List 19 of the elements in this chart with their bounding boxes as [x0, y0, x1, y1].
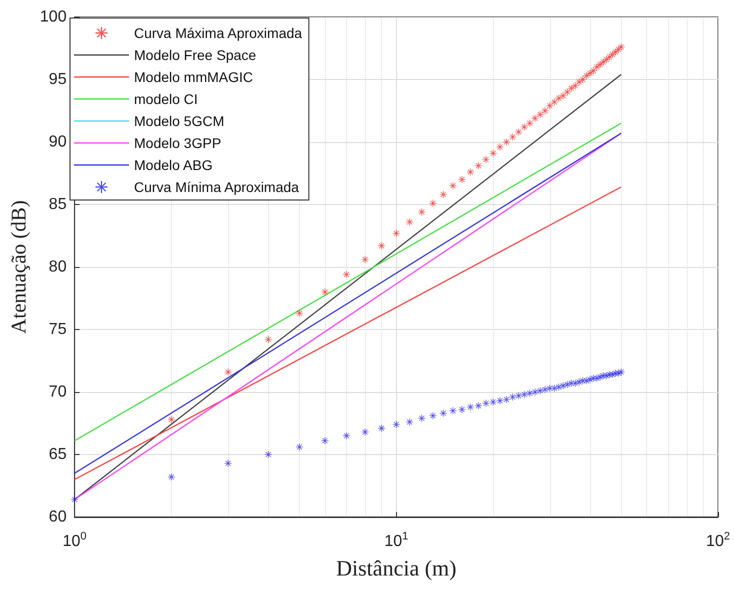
legend-label: Modelo 3GPP [134, 135, 222, 151]
y-tick-label: 95 [48, 71, 67, 88]
legend-label: Curva Mínima Aproximada [134, 179, 300, 195]
x-axis-title: Distância (m) [336, 556, 456, 580]
legend-label: Modelo Free Space [134, 47, 256, 63]
y-tick-label: 60 [48, 508, 67, 526]
y-tick-label: 90 [48, 134, 67, 150]
legend-label: Modelo 5GCM [134, 113, 224, 129]
y-tick-label: 100 [40, 8, 67, 26]
legend-label: modelo CI [134, 91, 198, 107]
legend-label: Curva Máxima Aproximada [134, 25, 302, 41]
y-tick-label: 70 [48, 384, 67, 400]
legend-label: Modelo ABG [134, 157, 213, 173]
y-tick-label: 65 [48, 446, 67, 463]
legend-label: Modelo mmMAGIC [134, 69, 254, 85]
y-axis-title: Atenuação (dB) [6, 200, 30, 334]
y-tick-label: 85 [48, 196, 67, 213]
y-tick-label: 80 [48, 258, 67, 276]
y-tick-label: 75 [48, 321, 67, 338]
